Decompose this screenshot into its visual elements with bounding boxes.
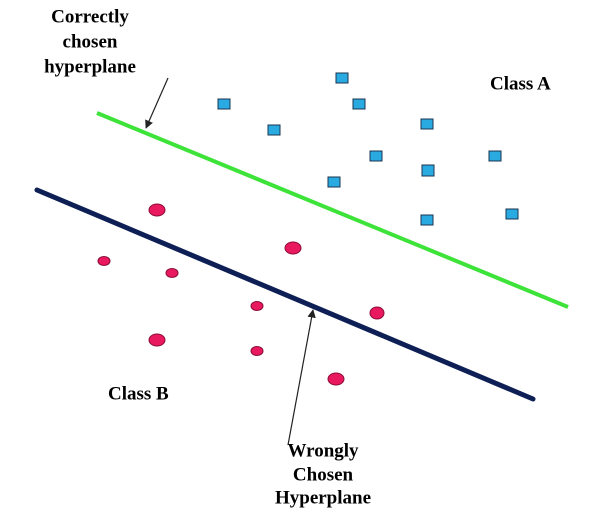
point [352, 98, 366, 110]
annotation-line: chosen [63, 31, 118, 52]
point [165, 268, 179, 278]
point [250, 301, 264, 311]
annotation-line: Chosen [293, 464, 354, 485]
class-label: Class B [108, 383, 169, 404]
point [250, 346, 264, 356]
arrow [145, 77, 169, 129]
point [284, 241, 302, 255]
annotation-line: Wrongly [287, 440, 359, 461]
point [369, 306, 385, 320]
point [335, 72, 349, 84]
point [148, 203, 166, 217]
point [148, 333, 166, 347]
wrong-hyperplane [34, 187, 536, 402]
annotation-line: Hyperplane [275, 487, 371, 508]
class-label: Class A [490, 73, 551, 94]
point [420, 214, 434, 226]
class-a-points [217, 72, 519, 226]
class-b-points [97, 203, 385, 386]
arrow [287, 309, 316, 446]
point [369, 150, 383, 162]
point [327, 176, 341, 188]
point [217, 98, 231, 110]
annotation-line: Correctly [51, 6, 129, 27]
point [505, 208, 519, 220]
point [488, 150, 502, 162]
correct-hyperplane [96, 111, 569, 309]
point [421, 164, 435, 177]
point [327, 372, 345, 386]
annotation-line: hyperplane [44, 56, 136, 77]
point [420, 118, 434, 130]
point [97, 256, 111, 266]
point [267, 124, 281, 136]
